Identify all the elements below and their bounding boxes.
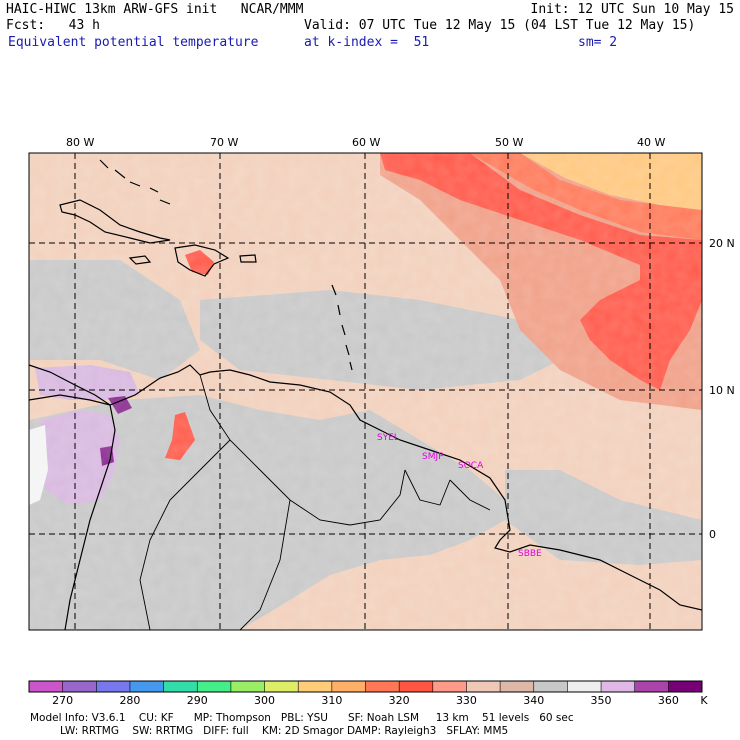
colorbar-swatch	[533, 681, 568, 692]
puerto-rico-coast	[239, 254, 257, 263]
lon-label: 60 W	[352, 136, 380, 149]
lon-label: 70 W	[210, 136, 238, 149]
colorbar-swatch	[331, 681, 366, 692]
colorbar-swatch	[163, 681, 198, 692]
colorbar-tick-label: 330	[455, 694, 477, 707]
model-info-line2: LW: RRTMG SW: RRTMG DIFF: full KM: 2D Sm…	[30, 725, 509, 737]
colorbar-swatch	[668, 681, 703, 692]
level-label: at k-index = 51	[304, 35, 430, 50]
model-title: HAIC-HIWC 13km ARW-GFS init NCAR/MMM	[6, 2, 304, 17]
lon-label: 40 W	[637, 136, 665, 149]
colorbar-tick-label: 350	[590, 694, 612, 707]
cuba-coast	[59, 199, 171, 244]
west-coast	[64, 404, 116, 631]
valid-time: Valid: 07 UTC Tue 12 May 15 (04 LST Tue …	[304, 18, 696, 33]
lat-label: 0	[709, 528, 716, 541]
lat-label: 10 N	[709, 384, 735, 397]
lesser-antilles	[331, 284, 353, 371]
bahamas-coast	[99, 159, 171, 205]
colorbar-tick-label: 340	[523, 694, 545, 707]
colorbar-swatch	[230, 681, 266, 692]
map-field	[29, 153, 702, 630]
init-time: Init: 12 UTC Sun 10 May 15	[530, 2, 735, 17]
colorbar-swatch	[432, 681, 467, 692]
colorbar-tick-label: 280	[119, 694, 141, 707]
colorbar-swatch	[62, 681, 97, 692]
colorbar-tick-label: 270	[52, 694, 74, 707]
colorbar-swatch	[500, 681, 535, 692]
colorbar-swatch	[298, 681, 333, 692]
colorbar-swatch	[399, 681, 434, 692]
colorbar-tick-label: 360	[657, 694, 679, 707]
colorbar	[28, 680, 703, 693]
colorbar-swatch	[29, 681, 64, 692]
south-america-coast	[28, 364, 703, 611]
colorbar-swatch	[601, 681, 636, 692]
colorbar-swatch	[567, 681, 602, 692]
lon-label: 50 W	[495, 136, 523, 149]
map-frame	[28, 152, 703, 631]
colorbar-swatch	[264, 681, 299, 692]
field-name: Equivalent potential temperature	[8, 35, 259, 50]
station-label: SBBE	[518, 549, 542, 559]
model-info-line1: Model Info: V3.6.1 CU: KF MP: Thompson P…	[30, 712, 574, 724]
jamaica-coast	[128, 255, 152, 265]
smoothing-label: sm= 2	[578, 35, 618, 50]
colorbar-swatch	[197, 681, 232, 692]
country-borders	[139, 374, 491, 631]
hispaniola-coast	[174, 244, 230, 277]
forecast-hour: Fcst: 43 h	[6, 18, 100, 33]
stations: SYEL SMJP SOCA SBBE	[377, 433, 542, 559]
colorbar-swatch	[365, 681, 400, 692]
colorbar-tick-label: 300	[254, 694, 276, 707]
colorbar-swatch	[129, 681, 165, 692]
colorbar-swatch	[634, 681, 669, 692]
colorbar-unit: K	[700, 694, 708, 707]
station-label: SYEL	[377, 433, 399, 443]
colorbar-tick-label: 310	[321, 694, 343, 707]
lat-label: 20 N	[709, 237, 735, 250]
colorbar-tick-label: 320	[388, 694, 410, 707]
colorbar-swatch	[96, 681, 131, 692]
colorbar-swatch	[466, 681, 501, 692]
colorbar-tick-label: 290	[186, 694, 208, 707]
lon-label: 80 W	[66, 136, 94, 149]
lat-lon-grid	[29, 153, 702, 630]
station-label: SOCA	[458, 461, 484, 471]
station-label: SMJP	[422, 452, 444, 462]
